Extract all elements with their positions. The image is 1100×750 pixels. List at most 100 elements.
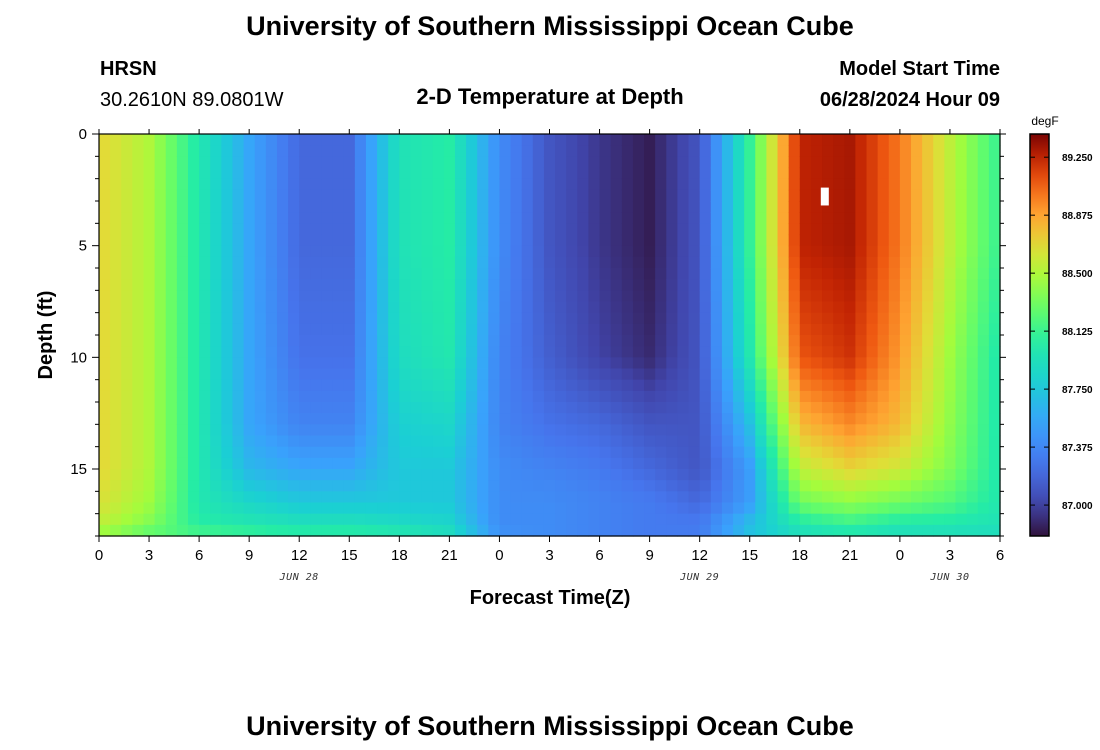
heatmap-cell <box>510 491 523 504</box>
heatmap-cell <box>877 524 890 537</box>
heatmap-cell <box>288 480 300 492</box>
heatmap-cell <box>855 491 868 504</box>
heatmap-cell <box>655 390 667 403</box>
heatmap-cell <box>499 189 512 202</box>
heatmap-cell <box>755 290 767 303</box>
heatmap-cell <box>521 402 534 414</box>
heatmap-cell <box>877 357 890 370</box>
heatmap-cell <box>165 446 178 459</box>
heatmap-cell <box>399 145 412 157</box>
heatmap-cell <box>99 335 111 347</box>
heatmap-cell <box>432 178 445 191</box>
heatmap-cell <box>599 413 612 425</box>
heatmap-cell <box>666 279 679 291</box>
heatmap-cell <box>199 167 211 180</box>
heatmap-cell <box>733 212 745 224</box>
heatmap-cell <box>243 390 256 403</box>
heatmap-cell <box>944 435 957 448</box>
heatmap-cell <box>822 402 834 414</box>
heatmap-cell <box>599 491 612 504</box>
heatmap-cell <box>443 469 456 481</box>
heatmap-cell <box>365 513 378 526</box>
heatmap-cell <box>610 167 623 180</box>
heatmap-cell <box>288 134 300 146</box>
heatmap-cell <box>610 413 623 425</box>
heatmap-cell <box>911 234 923 247</box>
heatmap-cell <box>110 390 122 403</box>
heatmap-cell <box>866 502 879 515</box>
heatmap-cell <box>688 413 701 425</box>
heatmap-cell <box>488 234 501 247</box>
heatmap-cell <box>577 346 590 358</box>
heatmap-cell <box>421 424 434 437</box>
heatmap-cell <box>254 312 267 325</box>
heatmap-cell <box>877 491 890 504</box>
heatmap-cell <box>988 524 1001 537</box>
heatmap-cell <box>755 323 767 336</box>
heatmap-cell <box>666 268 679 280</box>
heatmap-cell <box>110 189 122 202</box>
heatmap-cell <box>911 524 923 537</box>
heatmap-cell <box>855 357 868 370</box>
heatmap-cell <box>699 145 712 157</box>
heatmap-cell <box>588 502 601 515</box>
heatmap-cell <box>176 245 189 258</box>
heatmap-cell <box>154 167 167 180</box>
heatmap-cell <box>399 189 412 202</box>
heatmap-cell <box>288 256 300 269</box>
heatmap-cell <box>610 446 623 459</box>
heatmap-cell <box>866 402 879 414</box>
heatmap-cell <box>443 424 456 437</box>
heatmap-cell <box>733 491 745 504</box>
heatmap-cell <box>410 256 423 269</box>
heatmap-cell <box>899 379 912 392</box>
x-tick-label: 12 <box>291 547 308 564</box>
heatmap-cell <box>888 290 901 303</box>
heatmap-cell <box>187 312 200 325</box>
heatmap-cell <box>377 223 389 236</box>
heatmap-cell <box>132 446 145 459</box>
heatmap-cell <box>410 312 423 325</box>
heatmap-cell <box>121 323 133 336</box>
heatmap-cell <box>866 368 879 381</box>
heatmap-cell <box>110 346 122 358</box>
x-date-label: JUN 30 <box>929 572 969 583</box>
heatmap-cell <box>599 469 612 481</box>
heatmap-cell <box>532 256 545 269</box>
heatmap-cell <box>632 379 645 392</box>
heatmap-cell <box>644 491 656 504</box>
heatmap-cell <box>688 178 701 191</box>
heatmap-cell <box>966 435 979 448</box>
heatmap-cell <box>510 513 523 526</box>
heatmap-cell <box>588 491 601 504</box>
heatmap-cell <box>933 245 945 258</box>
heatmap-cell <box>955 390 968 403</box>
heatmap-cell <box>610 312 623 325</box>
heatmap-cell <box>733 502 745 515</box>
heatmap-cell <box>721 335 734 347</box>
heatmap-cell <box>210 513 222 526</box>
heatmap-cell <box>588 279 601 291</box>
heatmap-cell <box>432 167 445 180</box>
heatmap-cell <box>510 402 523 414</box>
heatmap-cell <box>388 335 400 347</box>
heatmap-cell <box>466 435 478 448</box>
heatmap-cell <box>187 189 200 202</box>
heatmap-cell <box>521 268 534 280</box>
heatmap-cell <box>243 234 256 247</box>
heatmap-cell <box>710 301 723 314</box>
heatmap-cell <box>699 457 712 470</box>
heatmap-cell <box>421 201 434 213</box>
heatmap-cell <box>777 134 790 146</box>
heatmap-cell <box>132 279 145 291</box>
heatmap-cell <box>432 513 445 526</box>
heatmap-cell <box>510 390 523 403</box>
heatmap-cell <box>666 502 679 515</box>
heatmap-cell <box>833 301 845 314</box>
heatmap-cell <box>432 390 445 403</box>
heatmap-cell <box>499 290 512 303</box>
heatmap-cell <box>610 279 623 291</box>
heatmap-cell <box>710 212 723 224</box>
heatmap-cell <box>354 424 367 437</box>
heatmap-cell <box>877 178 890 191</box>
